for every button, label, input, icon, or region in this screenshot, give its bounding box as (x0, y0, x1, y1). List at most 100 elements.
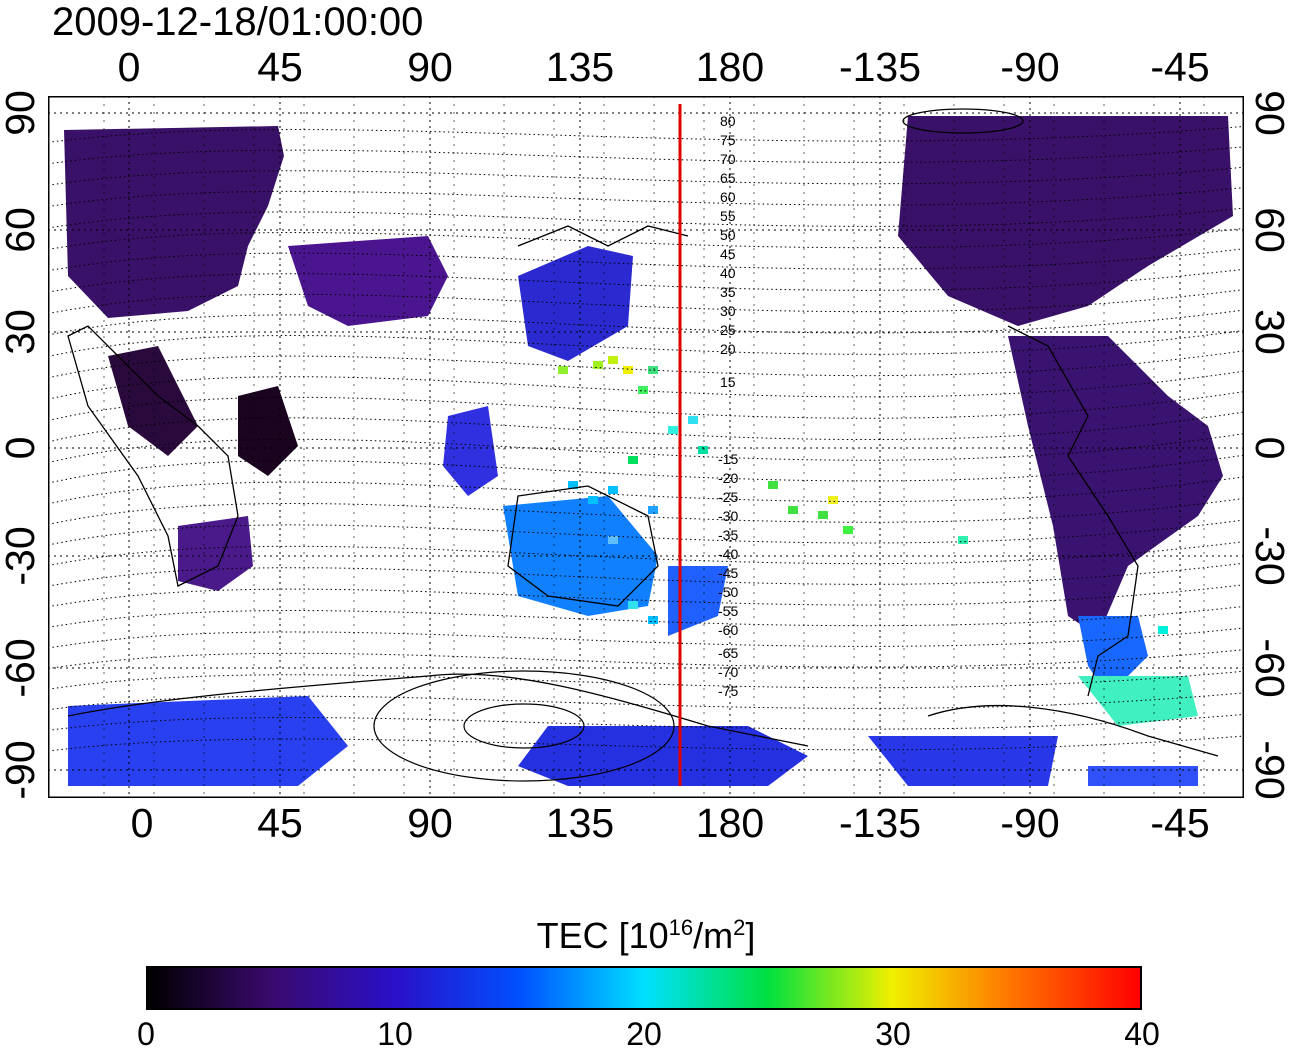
bottom-lon-tick: 135 (545, 800, 615, 846)
coastline (1007, 325, 1139, 697)
contour-pole-south-outer (373, 670, 675, 782)
contour-line (48, 309, 1244, 336)
contour-line (48, 411, 1244, 443)
left-lat-tick: -60 (0, 638, 43, 698)
colorbar-title: TEC [1016/m2] (0, 908, 1292, 956)
contour-label: 55 (720, 208, 736, 224)
tec-patch (503, 496, 658, 616)
right-lat-tick: 90 (1247, 90, 1292, 136)
right-lat-tick: 60 (1247, 207, 1292, 253)
contour-line (48, 166, 1244, 186)
top-lon-tick: 90 (407, 44, 453, 90)
tec-patch (68, 696, 348, 786)
colorbar-title-unit: /m (693, 915, 734, 956)
contour-line (48, 207, 1244, 229)
tec-pixel (688, 416, 698, 424)
colorbar-title-exponent2: 2 (733, 915, 746, 940)
contour-label: -30 (718, 508, 738, 524)
tec-pixel (828, 496, 838, 504)
tec-map: 80 75 70 65 60 55 50 45 40 35 30 25 20 15 -15 -20 -25 -30… (48, 96, 1244, 798)
tec-patch (64, 126, 284, 318)
contour-line (48, 562, 1244, 587)
contour-line (48, 497, 1244, 525)
tec-pixel (768, 481, 778, 489)
colorbar-title-end: ] (745, 915, 756, 956)
tec-pixel (628, 601, 638, 609)
right-lat-tick: 0 (1247, 436, 1292, 460)
top-lon-tick: -90 (1000, 44, 1060, 90)
contour-line (48, 187, 1244, 208)
coastline (67, 673, 809, 747)
tec-pixel (958, 536, 968, 544)
left-lat-tick: 30 (0, 309, 43, 355)
tec-patch (108, 346, 198, 456)
bottom-lon-tick: 180 (695, 800, 765, 846)
tec-pixel (628, 456, 638, 464)
top-lon-tick: -45 (1150, 44, 1210, 90)
colorbar-title-main: TEC [10 (536, 915, 669, 956)
tec-pixel (818, 511, 828, 519)
tec-pixel (1158, 626, 1168, 634)
right-lat-tick: -30 (1247, 526, 1292, 586)
contour-label: 70 (720, 151, 736, 167)
tec-pixel (638, 386, 648, 394)
top-lon-tick: 180 (695, 44, 765, 90)
left-lat-tick: 60 (0, 207, 43, 253)
tec-pixel (608, 356, 618, 364)
contour-label: -45 (718, 565, 738, 581)
colorbar (146, 966, 1142, 1010)
colorbar-tick: 10 (377, 1016, 413, 1052)
contour-line (48, 713, 1244, 731)
contour-line (48, 125, 1244, 143)
tec-patch (868, 736, 1058, 786)
tec-pixel (698, 446, 708, 454)
bottom-longitude-axis: 0 45 90 135 180 -135 -90 -45 (0, 800, 1292, 850)
coastline (507, 485, 659, 607)
tec-pixel (623, 366, 633, 374)
bottom-lon-tick: 0 (130, 800, 154, 846)
tec-pixel (648, 366, 658, 374)
contour-label: 25 (720, 322, 736, 338)
right-lat-tick: -60 (1247, 638, 1292, 698)
contour-label: 65 (720, 170, 736, 186)
tec-patch (1088, 766, 1198, 786)
contour-label: -75 (718, 683, 738, 699)
bottom-lon-tick: -135 (838, 800, 922, 846)
top-lon-tick: 45 (257, 44, 303, 90)
left-lat-tick: 0 (0, 436, 43, 460)
tec-pixel (608, 536, 618, 544)
contour-line (48, 735, 1244, 752)
tec-pixel (608, 486, 618, 494)
contour-label: 30 (720, 303, 736, 319)
colorbar-tick: 0 (137, 1016, 155, 1052)
contour-line (48, 329, 1244, 357)
contour-label: 60 (720, 189, 736, 205)
tec-pixel (788, 506, 798, 514)
tec-patch (288, 236, 448, 326)
contour-label: -25 (718, 489, 738, 505)
tec-patch (518, 726, 808, 786)
colorbar-title-exponent: 16 (668, 915, 694, 940)
contour-label: 35 (720, 284, 736, 300)
top-lon-tick: -135 (838, 44, 922, 90)
tec-patch (178, 516, 253, 591)
tec-patch (238, 386, 298, 476)
contour-label: -20 (718, 470, 738, 486)
tec-patch (1078, 676, 1198, 726)
contour-line (48, 670, 1244, 690)
tec-pixel (568, 481, 578, 489)
colorbar-tick: 20 (626, 1016, 662, 1052)
contour-line (48, 584, 1244, 608)
contour-label: 20 (720, 341, 736, 357)
contour-label: 75 (720, 132, 736, 148)
tec-pixel (648, 616, 658, 624)
contour-label: -15 (718, 451, 738, 467)
contour-line (48, 248, 1244, 272)
timestamp: 2009-12-18/01:00:00 (52, 0, 424, 44)
contour-line (48, 541, 1244, 567)
contour-label: -35 (718, 527, 738, 543)
top-lon-tick: 0 (117, 44, 141, 90)
tec-patch (668, 566, 728, 636)
right-lat-tick: 30 (1247, 309, 1292, 355)
colorbar-tick: 30 (875, 1016, 911, 1052)
